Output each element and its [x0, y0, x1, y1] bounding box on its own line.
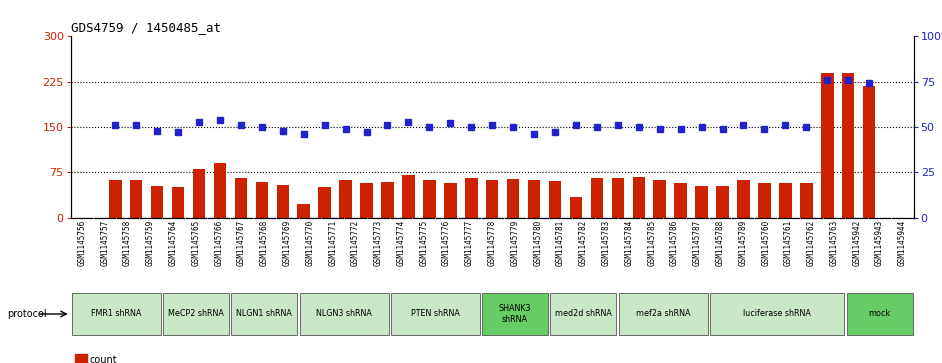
- Text: GSM1145943: GSM1145943: [875, 220, 884, 266]
- Text: GSM1145776: GSM1145776: [442, 220, 451, 266]
- Bar: [611, 179, 625, 218]
- Text: GSM1145760: GSM1145760: [761, 220, 771, 266]
- Text: GSM1145944: GSM1145944: [898, 220, 907, 266]
- Text: GSM1145769: GSM1145769: [283, 220, 292, 266]
- Text: FMR1 shRNA: FMR1 shRNA: [91, 310, 141, 318]
- Bar: [130, 180, 142, 218]
- FancyBboxPatch shape: [847, 293, 913, 335]
- Bar: [695, 186, 707, 218]
- Text: GSM1145788: GSM1145788: [716, 220, 724, 266]
- Bar: [298, 204, 310, 218]
- Bar: [507, 179, 519, 218]
- Text: mef2a shRNA: mef2a shRNA: [636, 310, 690, 318]
- Text: GSM1145780: GSM1145780: [533, 220, 543, 266]
- FancyBboxPatch shape: [619, 293, 707, 335]
- Bar: [151, 186, 163, 218]
- FancyBboxPatch shape: [232, 293, 298, 335]
- Text: GSM1145761: GSM1145761: [784, 220, 793, 266]
- Text: GSM1145770: GSM1145770: [305, 220, 315, 266]
- Bar: [716, 186, 729, 218]
- Bar: [779, 183, 791, 218]
- Text: GSM1145762: GSM1145762: [806, 220, 816, 266]
- Bar: [674, 183, 687, 218]
- Bar: [444, 183, 457, 218]
- Text: med2d shRNA: med2d shRNA: [555, 310, 611, 318]
- FancyBboxPatch shape: [300, 293, 388, 335]
- Bar: [193, 170, 205, 218]
- Text: GSM1145758: GSM1145758: [123, 220, 132, 266]
- Text: GSM1145778: GSM1145778: [488, 220, 496, 266]
- Bar: [654, 180, 666, 218]
- Bar: [758, 183, 771, 218]
- Bar: [738, 180, 750, 218]
- Text: GSM1145759: GSM1145759: [146, 220, 154, 266]
- Text: NLGN1 shRNA: NLGN1 shRNA: [236, 310, 292, 318]
- Text: PTEN shRNA: PTEN shRNA: [411, 310, 460, 318]
- Bar: [570, 197, 582, 218]
- FancyBboxPatch shape: [482, 293, 548, 335]
- Text: GSM1145942: GSM1145942: [853, 220, 861, 266]
- Text: GSM1145789: GSM1145789: [739, 220, 747, 266]
- Text: GSM1145777: GSM1145777: [465, 220, 474, 266]
- Text: GSM1145764: GSM1145764: [169, 220, 178, 266]
- Text: GSM1145787: GSM1145787: [692, 220, 702, 266]
- Bar: [800, 183, 813, 218]
- Bar: [382, 182, 394, 218]
- Text: luciferase shRNA: luciferase shRNA: [743, 310, 811, 318]
- Text: GSM1145756: GSM1145756: [77, 220, 87, 266]
- Text: GSM1145784: GSM1145784: [625, 220, 633, 266]
- Text: GSM1145779: GSM1145779: [511, 220, 519, 266]
- Bar: [528, 180, 541, 218]
- Text: MeCP2 shRNA: MeCP2 shRNA: [168, 310, 224, 318]
- Text: GSM1145765: GSM1145765: [191, 220, 201, 266]
- Bar: [109, 180, 122, 218]
- Bar: [591, 178, 603, 218]
- Bar: [402, 175, 414, 218]
- Text: GSM1145771: GSM1145771: [328, 220, 337, 266]
- Bar: [423, 180, 435, 218]
- Bar: [235, 178, 247, 218]
- Bar: [318, 187, 331, 218]
- Bar: [360, 183, 373, 218]
- Text: SHANK3
shRNA: SHANK3 shRNA: [498, 304, 531, 324]
- Text: GSM1145786: GSM1145786: [670, 220, 679, 266]
- Bar: [486, 180, 498, 218]
- Text: GSM1145766: GSM1145766: [214, 220, 223, 266]
- FancyBboxPatch shape: [710, 293, 844, 335]
- Bar: [277, 184, 289, 218]
- Text: GSM1145775: GSM1145775: [419, 220, 429, 266]
- Bar: [214, 163, 226, 218]
- Text: GSM1145782: GSM1145782: [578, 220, 588, 266]
- Text: NLGN3 shRNA: NLGN3 shRNA: [317, 310, 372, 318]
- Bar: [255, 182, 268, 218]
- Text: GSM1145772: GSM1145772: [351, 220, 360, 266]
- Bar: [549, 181, 561, 218]
- Text: count: count: [89, 355, 117, 363]
- Text: GSM1145774: GSM1145774: [397, 220, 406, 266]
- FancyBboxPatch shape: [163, 293, 229, 335]
- Bar: [339, 180, 352, 218]
- FancyBboxPatch shape: [550, 293, 616, 335]
- Text: GSM1145757: GSM1145757: [101, 220, 109, 266]
- Text: GDS4759 / 1450485_at: GDS4759 / 1450485_at: [71, 21, 220, 34]
- Text: GSM1145763: GSM1145763: [830, 220, 838, 266]
- FancyBboxPatch shape: [72, 293, 161, 335]
- Text: GSM1145767: GSM1145767: [237, 220, 246, 266]
- Text: GSM1145773: GSM1145773: [374, 220, 382, 266]
- FancyBboxPatch shape: [391, 293, 479, 335]
- Bar: [171, 187, 185, 218]
- Bar: [465, 179, 478, 218]
- Bar: [632, 177, 645, 218]
- Text: GSM1145783: GSM1145783: [602, 220, 610, 266]
- Bar: [821, 73, 834, 218]
- Text: protocol: protocol: [8, 309, 47, 319]
- Text: GSM1145768: GSM1145768: [260, 220, 268, 266]
- Bar: [842, 73, 854, 218]
- Text: GSM1145785: GSM1145785: [647, 220, 657, 266]
- Text: GSM1145781: GSM1145781: [556, 220, 565, 266]
- Text: mock: mock: [869, 310, 891, 318]
- Bar: [863, 86, 875, 218]
